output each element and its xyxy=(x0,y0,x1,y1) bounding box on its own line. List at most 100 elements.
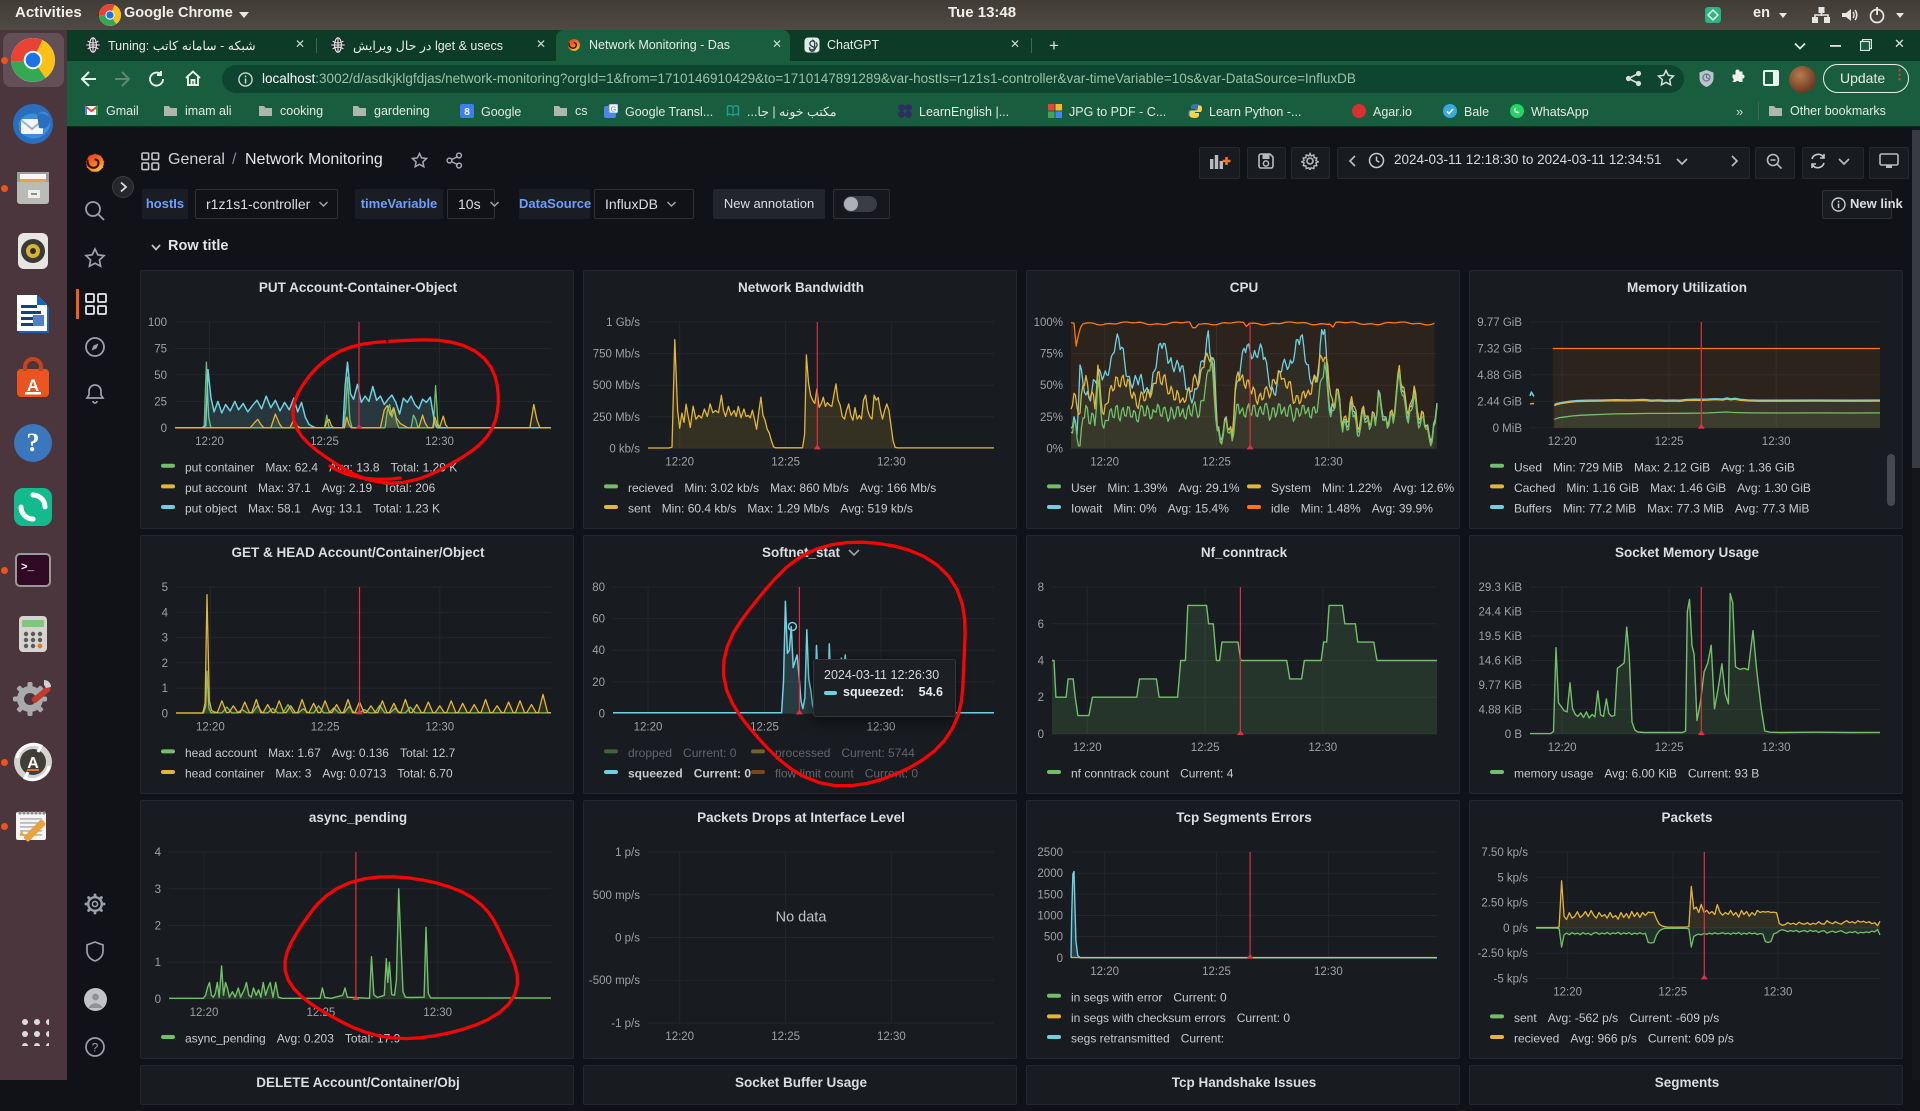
svg-text:0: 0 xyxy=(161,423,167,435)
svg-text:Packets: Packets xyxy=(1661,810,1712,825)
svg-text:Socket Buffer Usage: Socket Buffer Usage xyxy=(735,1075,868,1090)
svg-text:0 p/s: 0 p/s xyxy=(615,933,640,945)
svg-text:12:20: 12:20 xyxy=(665,1031,694,1043)
svg-text:50%: 50% xyxy=(1040,380,1063,392)
svg-text:24.4 KiB: 24.4 KiB xyxy=(1479,607,1523,619)
svg-text:12:20: 12:20 xyxy=(196,721,225,733)
svg-text:14.6 KiB: 14.6 KiB xyxy=(1479,656,1523,668)
svg-text:12:30: 12:30 xyxy=(877,456,906,468)
svg-text:500: 500 xyxy=(1044,932,1063,944)
svg-text:12:30: 12:30 xyxy=(1762,436,1791,448)
svg-text:12:25: 12:25 xyxy=(1655,742,1684,754)
svg-text:1500: 1500 xyxy=(1037,889,1063,901)
svg-text:25%: 25% xyxy=(1040,412,1063,424)
svg-text:Tcp Handshake Issues: Tcp Handshake Issues xyxy=(1172,1075,1317,1090)
svg-text:5 kp/s: 5 kp/s xyxy=(1497,872,1528,884)
svg-text:3: 3 xyxy=(155,884,161,896)
svg-text:12:25: 12:25 xyxy=(1658,986,1687,998)
svg-text:75%: 75% xyxy=(1040,349,1063,361)
svg-text:2: 2 xyxy=(162,658,168,670)
svg-text:12:25: 12:25 xyxy=(750,721,779,733)
svg-text:29.3 KiB: 29.3 KiB xyxy=(1479,582,1523,594)
svg-text:GET & HEAD Account/Container/O: GET & HEAD Account/Container/Object xyxy=(231,545,485,560)
svg-text:2.50 kp/s: 2.50 kp/s xyxy=(1481,898,1528,910)
svg-text:A: A xyxy=(27,755,39,772)
svg-text:-500 mp/s: -500 mp/s xyxy=(589,975,640,987)
svg-text:CPU: CPU xyxy=(1230,280,1259,295)
svg-text:12:30: 12:30 xyxy=(1314,456,1343,468)
svg-text:2: 2 xyxy=(155,921,161,933)
svg-text:Segments: Segments xyxy=(1655,1075,1720,1090)
svg-text:2.44 GiB: 2.44 GiB xyxy=(1477,396,1522,408)
svg-text:4.88 KiB: 4.88 KiB xyxy=(1479,705,1523,717)
svg-text:0: 0 xyxy=(155,994,161,1006)
svg-text:12:20: 12:20 xyxy=(1553,986,1582,998)
svg-text:A: A xyxy=(27,376,39,395)
svg-text:80: 80 xyxy=(592,582,605,594)
svg-text:2500: 2500 xyxy=(1037,847,1063,859)
svg-text:12:20: 12:20 xyxy=(195,436,224,448)
svg-text:12:20: 12:20 xyxy=(1548,436,1577,448)
svg-text:20: 20 xyxy=(592,677,605,689)
svg-text:5: 5 xyxy=(162,582,168,594)
svg-text:2000: 2000 xyxy=(1037,868,1063,880)
svg-text:12:25: 12:25 xyxy=(1191,742,1220,754)
svg-text:12:25: 12:25 xyxy=(771,1031,800,1043)
svg-text:12:20: 12:20 xyxy=(634,721,663,733)
svg-text:0: 0 xyxy=(599,708,605,720)
svg-text:0 kb/s: 0 kb/s xyxy=(609,443,640,455)
svg-text:50: 50 xyxy=(154,370,167,382)
svg-text:0 MiB: 0 MiB xyxy=(1493,423,1523,435)
svg-text:PUT Account-Container-Object: PUT Account-Container-Object xyxy=(259,280,458,295)
svg-text:40: 40 xyxy=(592,645,605,657)
svg-text:G: G xyxy=(611,107,616,114)
svg-text:0 B: 0 B xyxy=(1505,729,1523,741)
svg-text:0: 0 xyxy=(162,708,168,720)
svg-text:12:25: 12:25 xyxy=(310,436,339,448)
svg-text:100%: 100% xyxy=(1034,317,1063,329)
svg-text:8: 8 xyxy=(1038,582,1044,594)
svg-text:12:30: 12:30 xyxy=(425,436,454,448)
svg-text:0%: 0% xyxy=(1046,443,1063,455)
svg-text:12:20: 12:20 xyxy=(1090,456,1119,468)
svg-text:Memory Utilization: Memory Utilization xyxy=(1627,280,1747,295)
svg-text:12:20: 12:20 xyxy=(190,1007,219,1019)
svg-text:12:20: 12:20 xyxy=(1090,966,1119,978)
svg-text:250 Mb/s: 250 Mb/s xyxy=(593,412,641,424)
svg-text:75: 75 xyxy=(154,344,167,356)
svg-text:12:25: 12:25 xyxy=(771,456,800,468)
svg-text:12:30: 12:30 xyxy=(425,721,454,733)
svg-text:12:30: 12:30 xyxy=(877,1031,906,1043)
svg-text:12:30: 12:30 xyxy=(1762,742,1791,754)
svg-text:12:30: 12:30 xyxy=(1314,966,1343,978)
svg-text:Network Bandwidth: Network Bandwidth xyxy=(738,280,864,295)
svg-text:7.32 GiB: 7.32 GiB xyxy=(1477,344,1522,356)
svg-text:DELETE Account/Container/Obj: DELETE Account/Container/Obj xyxy=(256,1075,460,1090)
svg-text:?: ? xyxy=(27,428,40,457)
svg-text:8: 8 xyxy=(464,107,470,118)
svg-text:12:30: 12:30 xyxy=(867,721,896,733)
svg-text:1 Gb/s: 1 Gb/s xyxy=(606,317,640,329)
svg-text:12:30: 12:30 xyxy=(423,1007,452,1019)
svg-text:4.88 GiB: 4.88 GiB xyxy=(1477,370,1522,382)
svg-text:0: 0 xyxy=(1038,729,1044,741)
